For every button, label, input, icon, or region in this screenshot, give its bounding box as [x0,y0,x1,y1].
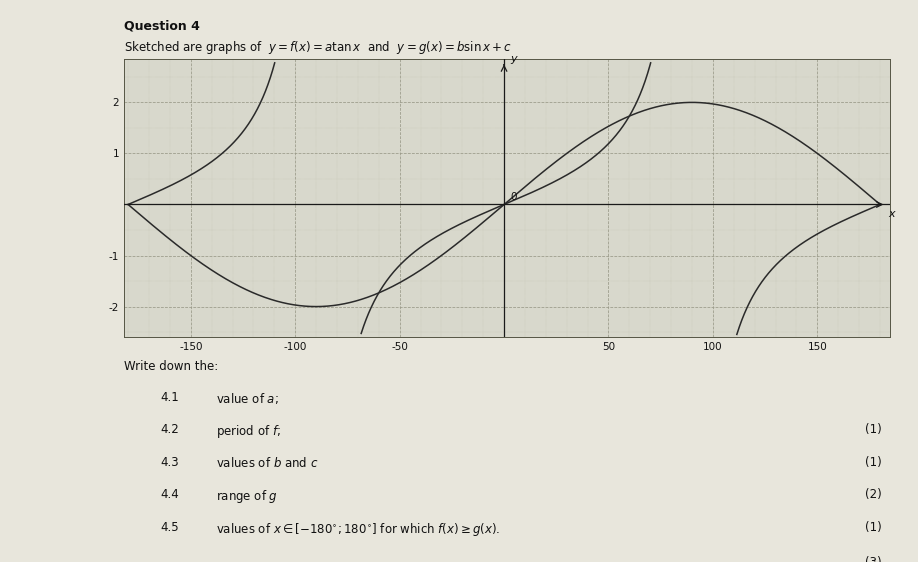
Text: $y$: $y$ [510,53,520,66]
Text: Question 4: Question 4 [124,20,200,33]
Text: (1): (1) [865,423,881,436]
Text: values of $x\in[-180^{\circ};180^{\circ}]$ for which $f(x)\geq g(x)$.: values of $x\in[-180^{\circ};180^{\circ}… [216,521,500,538]
Text: 4.2: 4.2 [161,423,179,436]
Text: (2): (2) [865,488,881,501]
Text: 4.1: 4.1 [161,391,179,404]
Text: $x$: $x$ [889,209,897,219]
Text: 0: 0 [510,192,517,202]
Text: (1): (1) [865,521,881,534]
Text: value of $a$;: value of $a$; [216,391,278,406]
Text: 4.3: 4.3 [161,456,179,469]
Text: Write down the:: Write down the: [124,360,218,373]
Text: period of $f$;: period of $f$; [216,423,281,440]
Text: values of $b$ and $c$: values of $b$ and $c$ [216,456,318,470]
Text: (1): (1) [865,456,881,469]
Text: Sketched are graphs of  $y = f(x) = a\tan x$  and  $y = g(x) = b\sin x + c$: Sketched are graphs of $y = f(x) = a\tan… [124,39,512,56]
Text: range of $g$: range of $g$ [216,488,277,505]
Text: 4.4: 4.4 [161,488,179,501]
Text: (3): (3) [865,556,881,562]
Text: 4.5: 4.5 [161,521,179,534]
